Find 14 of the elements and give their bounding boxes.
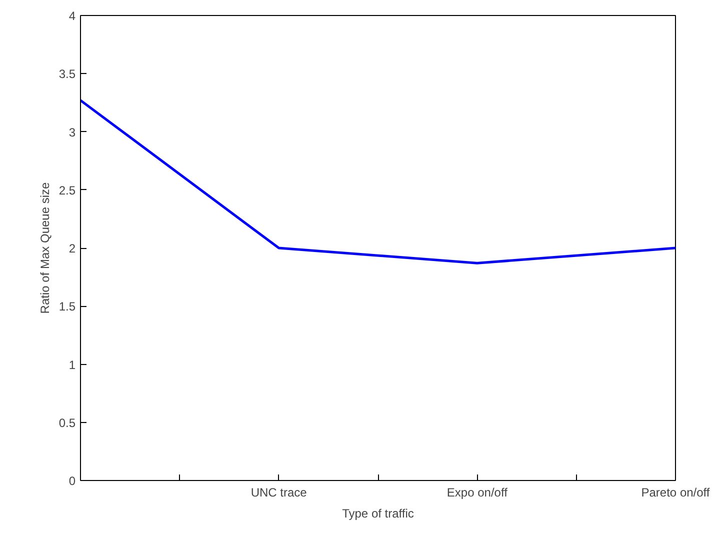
y-tick-label: 1 bbox=[68, 358, 76, 372]
x-tick-label: Expo on/off bbox=[446, 486, 508, 500]
y-tick-label: 3 bbox=[68, 125, 76, 140]
y-tick-label: 0.5 bbox=[58, 416, 76, 430]
y-tick-label: 3.5 bbox=[58, 67, 76, 82]
y-tick-label: 4 bbox=[68, 9, 76, 23]
x-tick-label: Pareto on/off bbox=[641, 486, 710, 500]
y-axis-title: Ratio of Max Queue size bbox=[38, 182, 52, 314]
x-tick-label: UNC trace bbox=[250, 486, 308, 500]
y-tick-label: 1.5 bbox=[58, 300, 76, 314]
y-tick-label: 0 bbox=[68, 474, 76, 488]
y-tick-label: 2.5 bbox=[58, 183, 76, 198]
y-tick-label: 2 bbox=[68, 242, 76, 256]
x-axis-title: Type of traffic bbox=[342, 506, 414, 520]
